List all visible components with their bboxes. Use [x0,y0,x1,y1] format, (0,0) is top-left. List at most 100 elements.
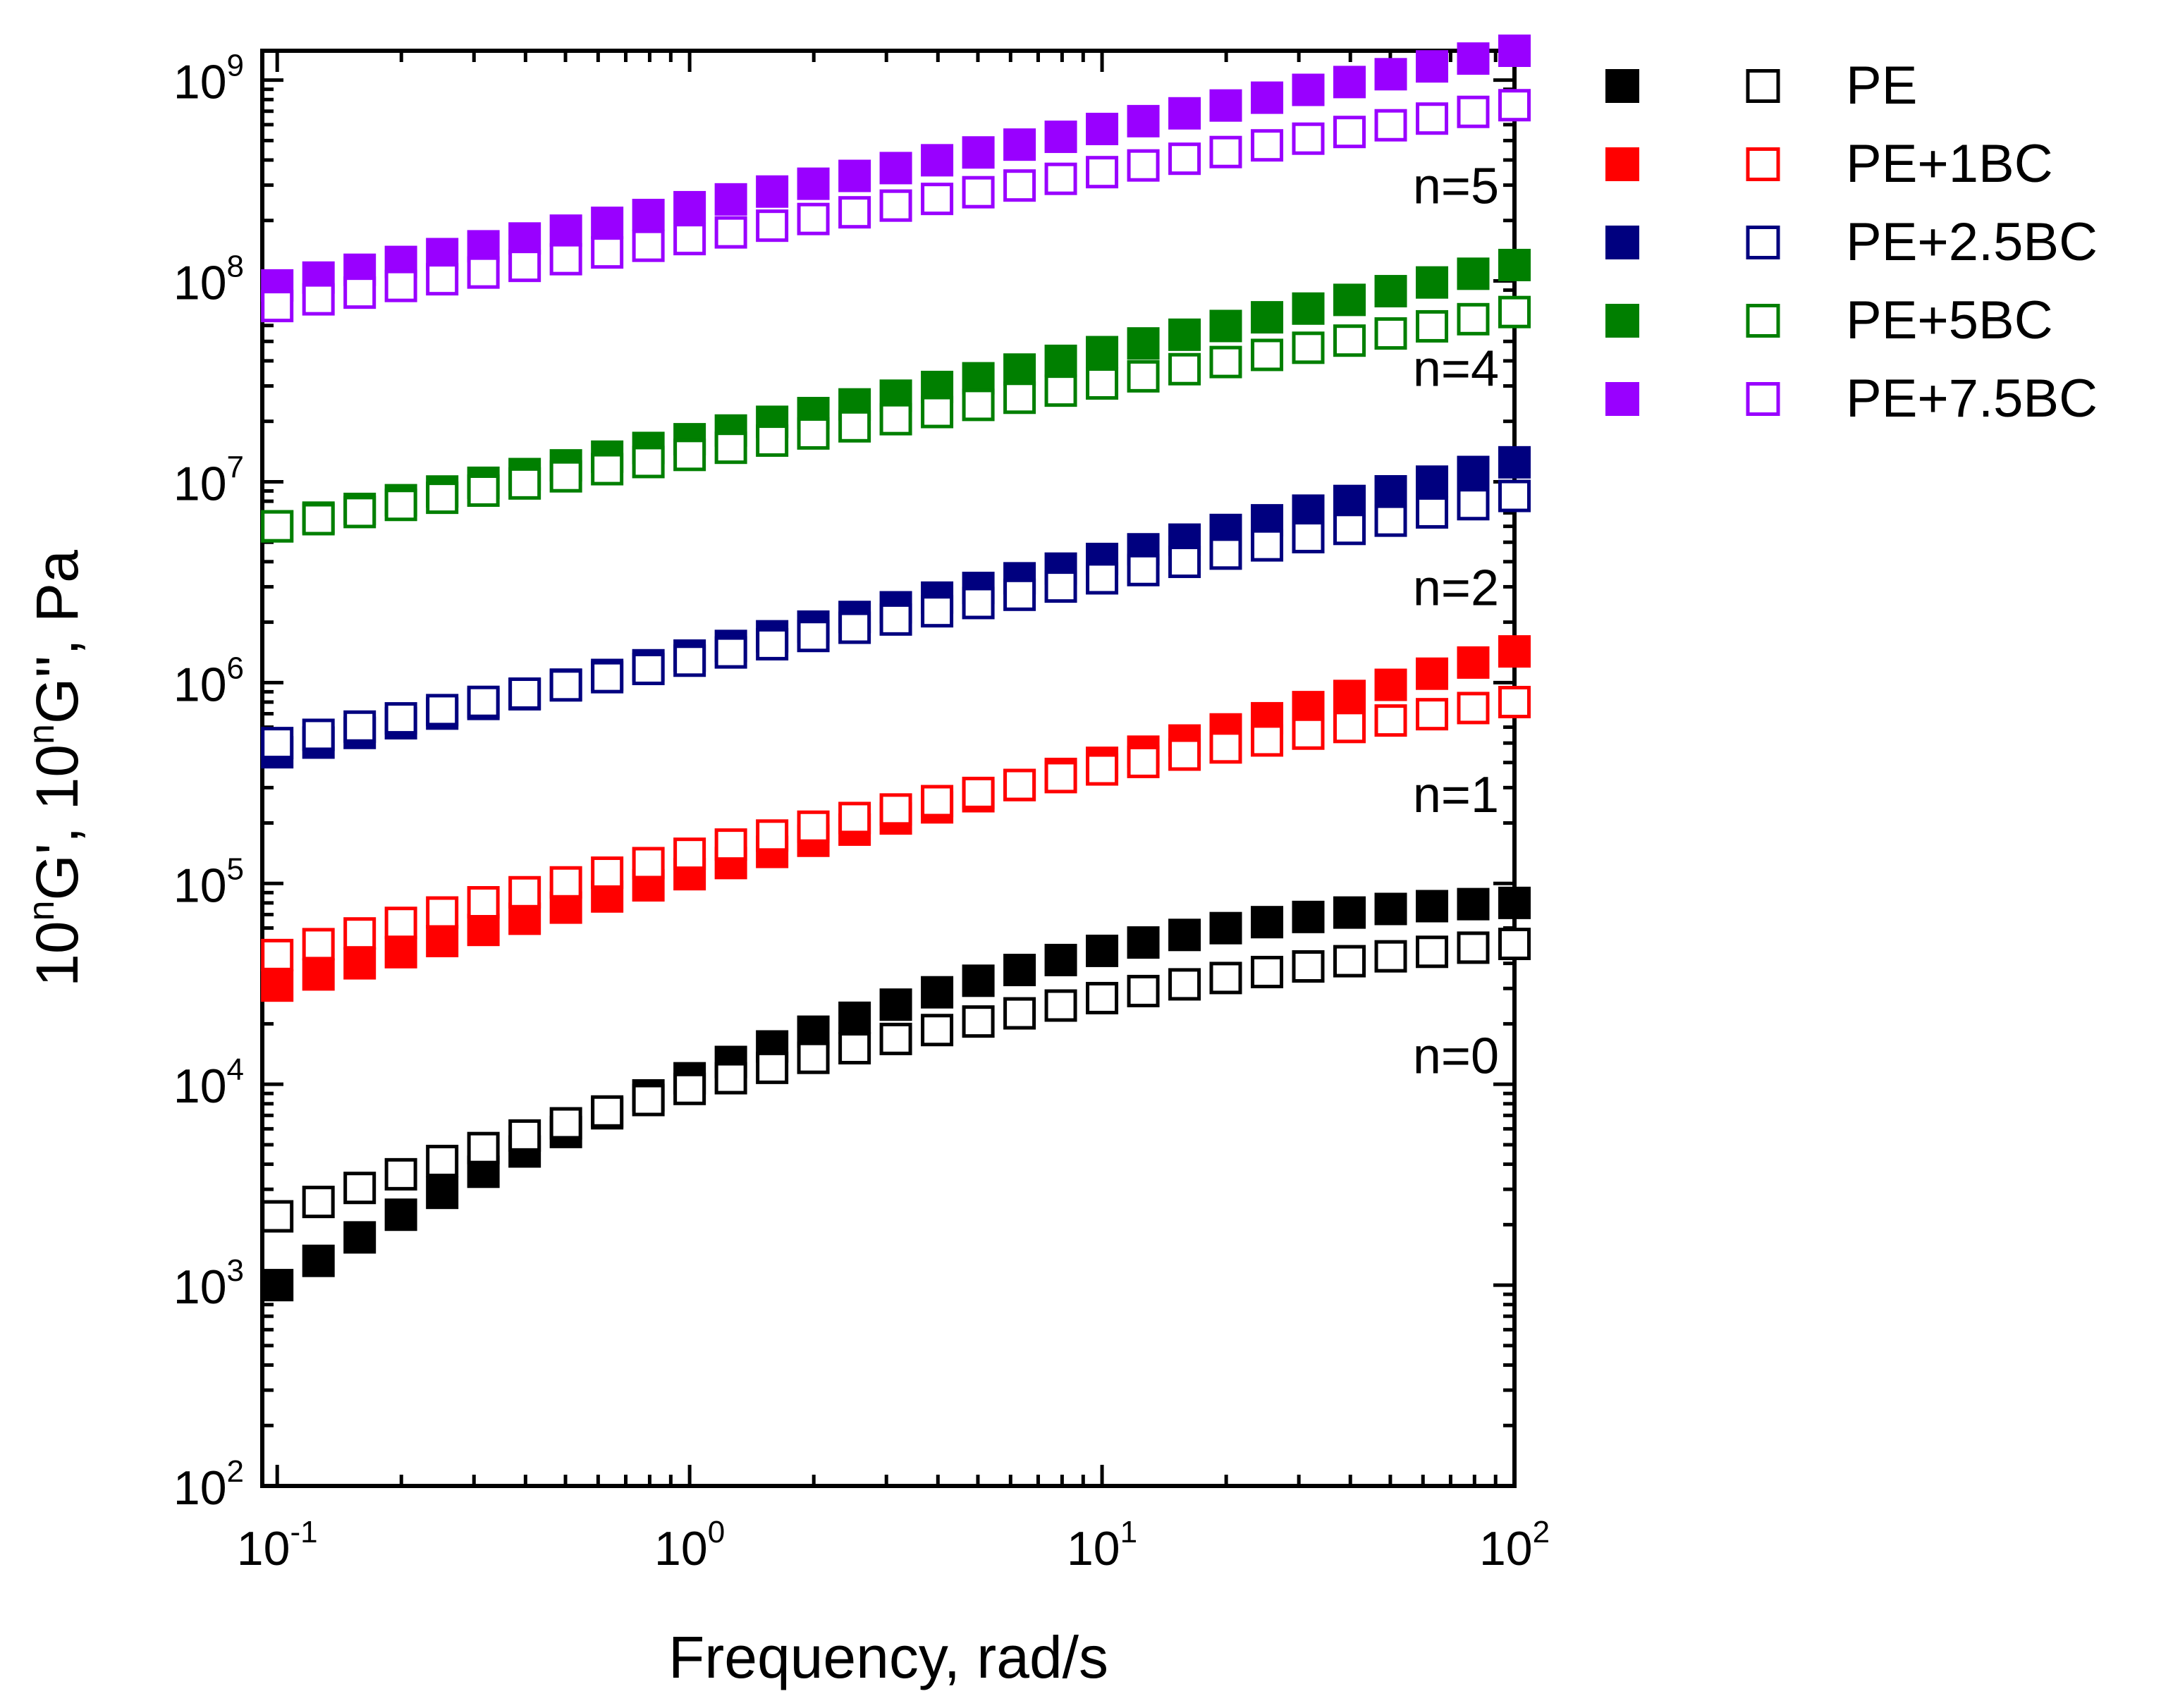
loss-point [426,481,459,515]
loss-point [426,896,459,929]
loss-point [673,1072,706,1105]
loss-point [673,438,706,472]
y-tick-label: 108 [173,250,244,310]
storage-point [384,1198,417,1231]
loss-point [508,1119,541,1152]
loss-point [797,417,830,450]
storage-point [756,175,789,208]
x-axis-label: Frequency, rad/s [668,1624,1108,1690]
loss-point [1127,149,1160,182]
loss-point [1333,324,1366,357]
loss-point [591,856,624,889]
legend: PE PE+1BC PE+2.5BC PE+5BC PE+7.5BC [1605,56,2098,429]
storage-point [1251,301,1284,334]
loss-point [1168,968,1201,1001]
loss-point [756,424,789,457]
loss-point [797,202,830,235]
shift-annotation: n=4 [1413,341,1499,398]
loss-point [1457,488,1490,521]
loss-point [508,467,541,500]
storage-point [1003,128,1036,161]
data-points-layer [261,35,1531,1302]
storage-point [1209,911,1242,945]
loss-point [879,189,912,222]
legend-label: PE+5BC [1846,290,2053,350]
storage-point [1374,892,1407,926]
loss-point [921,1014,954,1047]
storage-point [1374,668,1407,701]
loss-point [756,1051,789,1084]
loss-point [1374,109,1407,142]
loss-point [1127,360,1160,393]
loss-point [1374,940,1407,973]
loss-point [1251,338,1284,371]
legend-label: PE [1846,56,1917,116]
storage-point [797,167,830,200]
loss-point [1374,504,1407,537]
loss-point [1333,116,1366,149]
storage-point [343,1221,377,1254]
loss-point [1374,704,1407,737]
storage-point [1292,900,1325,933]
loss-point [343,276,377,309]
storage-point [549,214,582,247]
loss-point [467,685,500,718]
loss-point [261,1200,294,1233]
loss-point [1127,974,1160,1007]
storage-point [1498,248,1531,281]
loss-point [384,702,417,735]
storage-point [1457,42,1490,75]
legend-loss-swatch [1746,69,1780,103]
loss-point [591,453,624,486]
storage-point [1416,266,1449,299]
loss-point [1086,981,1119,1014]
loss-point [1416,309,1449,343]
storage-point [1251,906,1284,939]
loss-point [1086,367,1119,400]
storage-point [1374,58,1407,91]
y-tick-label: 105 [173,852,244,912]
loss-point [1498,685,1531,718]
storage-point [1498,635,1531,668]
loss-point [1416,935,1449,969]
loss-point [632,1083,665,1117]
legend-loss-swatch [1746,382,1780,416]
loss-point [632,652,665,685]
loss-point [632,446,665,479]
loss-point [838,1032,871,1065]
storage-point [879,988,912,1021]
loss-point [756,819,789,852]
storage-point [1292,73,1325,106]
loss-point [1044,162,1077,195]
loss-point [426,694,459,727]
storage-point [1333,680,1366,713]
loss-point [1086,562,1119,595]
loss-point [549,460,582,493]
storage-point [302,1244,335,1277]
loss-point [1127,745,1160,778]
storage-point [261,1269,294,1302]
loss-point [508,875,541,909]
loss-point [1333,512,1366,546]
loss-point [1127,553,1160,586]
loss-point [879,793,912,826]
loss-point [384,269,417,302]
storage-point [1416,465,1449,498]
loss-point [384,489,417,522]
loss-point [1498,89,1531,122]
y-tick-label: 107 [173,450,244,510]
storage-point [1457,646,1490,679]
legend-storage-swatch [1605,69,1639,103]
loss-point [343,710,377,743]
storage-point [1457,257,1490,290]
storage-point [1086,336,1119,369]
loss-point [756,627,789,661]
shift-annotation: n=5 [1413,159,1499,215]
loss-point [1044,761,1077,794]
loss-point [1209,537,1242,570]
loss-point [1292,122,1325,155]
loss-point [962,776,995,809]
loss-point [1251,529,1284,562]
loss-point [1003,578,1036,611]
loss-point [1498,295,1531,328]
